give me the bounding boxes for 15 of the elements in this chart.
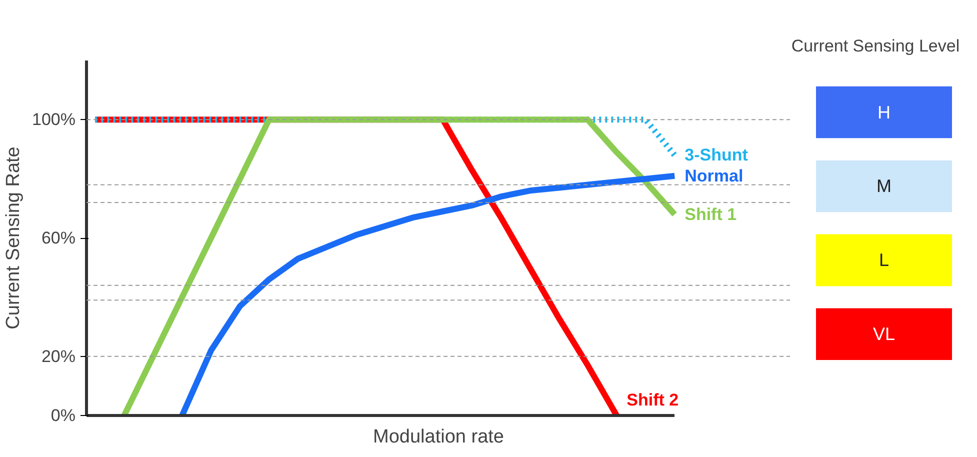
- category-label: H: [878, 102, 890, 122]
- y-tick-label: 60%: [41, 228, 76, 248]
- x-axis-title: Modulation rate: [373, 426, 504, 448]
- series-label: 3-Shunt: [684, 146, 748, 165]
- series-label: Shift 2: [626, 390, 679, 410]
- series-label: Normal: [684, 166, 744, 186]
- category-label: L: [878, 250, 890, 270]
- series-label: Shift 1: [684, 204, 737, 224]
- y-tick-label: 20%: [41, 346, 76, 366]
- y-axis-title: Current Sensing Rate: [3, 146, 24, 330]
- text: Current Sensing Level: [791, 36, 960, 56]
- y-tick-label: 100%: [32, 110, 76, 130]
- y-tick-label: 0%: [50, 406, 76, 425]
- category-label: M: [876, 176, 892, 196]
- category-label: VL: [872, 324, 896, 344]
